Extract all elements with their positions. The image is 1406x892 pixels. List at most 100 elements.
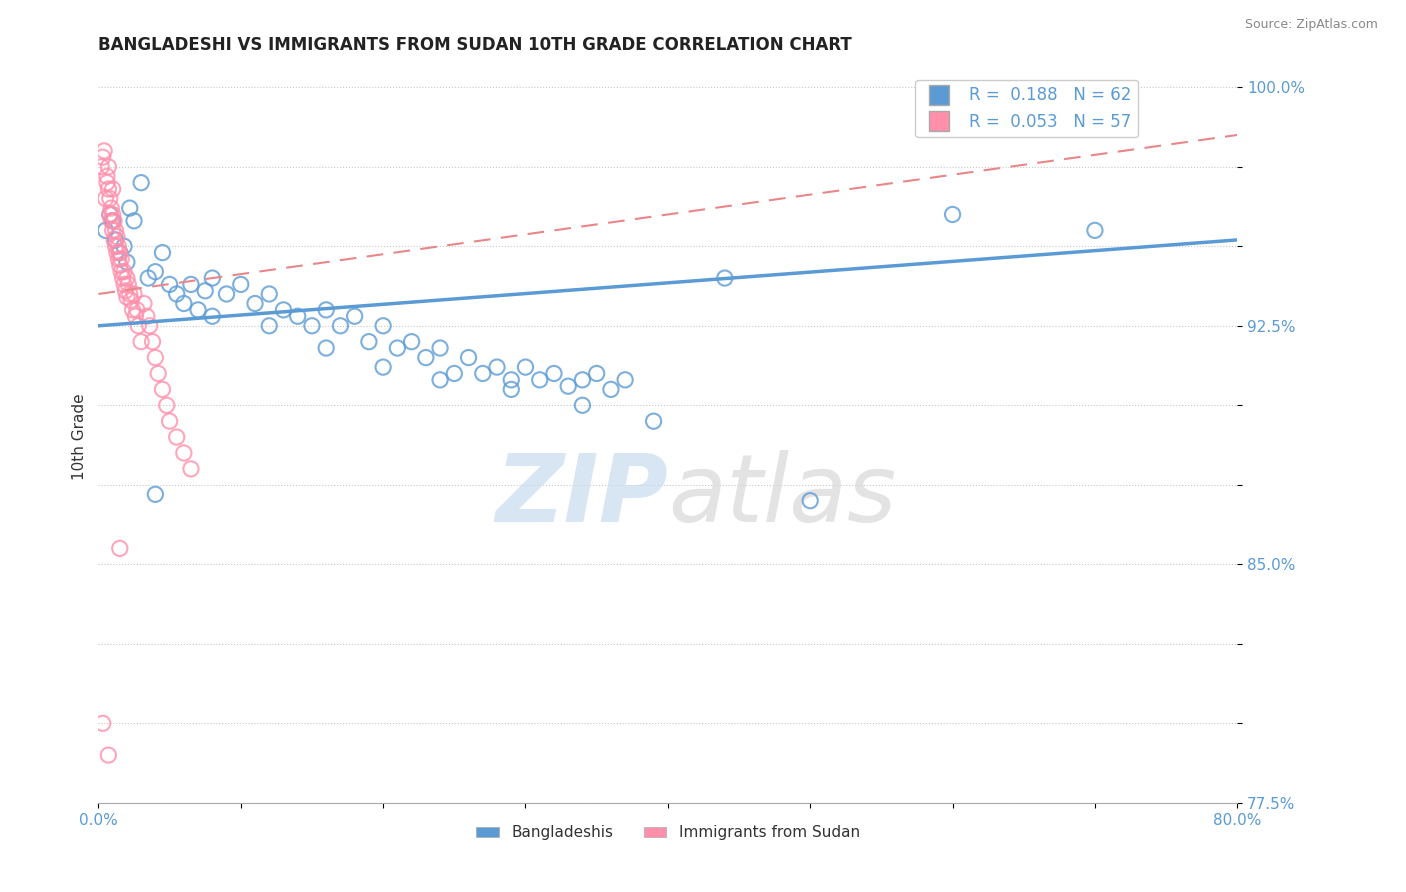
Point xyxy=(115,271,138,285)
Point xyxy=(259,287,281,301)
Point xyxy=(112,265,135,279)
Point xyxy=(429,373,451,387)
Point xyxy=(600,383,623,397)
Point xyxy=(104,239,127,253)
Point xyxy=(94,192,117,206)
Point xyxy=(571,398,593,412)
Point xyxy=(301,318,323,333)
Point xyxy=(159,277,181,292)
Point xyxy=(93,144,115,158)
Point xyxy=(315,341,337,355)
Point xyxy=(100,214,122,228)
Point xyxy=(135,310,157,324)
Point xyxy=(194,284,217,298)
Point xyxy=(515,360,537,375)
Point xyxy=(100,201,122,215)
Point xyxy=(443,367,465,381)
Point xyxy=(166,430,188,444)
Point xyxy=(287,310,309,324)
Point xyxy=(97,182,120,196)
Point xyxy=(571,373,593,387)
Point xyxy=(125,302,148,317)
Point xyxy=(799,493,821,508)
Point xyxy=(187,302,209,317)
Point xyxy=(180,277,202,292)
Point xyxy=(136,271,159,285)
Point xyxy=(273,302,295,317)
Point xyxy=(259,318,281,333)
Point xyxy=(141,334,163,349)
Point xyxy=(108,245,131,260)
Point xyxy=(501,383,523,397)
Point xyxy=(201,310,224,324)
Point xyxy=(180,462,202,476)
Point xyxy=(387,341,409,355)
Point xyxy=(107,239,129,253)
Point xyxy=(96,169,118,184)
Point xyxy=(115,290,138,304)
Point xyxy=(112,239,135,253)
Point xyxy=(122,214,145,228)
Point xyxy=(614,373,637,387)
Point xyxy=(101,182,124,196)
Point xyxy=(148,367,170,381)
Point xyxy=(243,296,266,310)
Point xyxy=(101,214,124,228)
Point xyxy=(97,160,120,174)
Point xyxy=(120,293,142,308)
Point xyxy=(156,398,179,412)
Point xyxy=(315,302,337,317)
Point xyxy=(108,245,131,260)
Point xyxy=(529,373,551,387)
Point xyxy=(101,223,124,237)
Point xyxy=(112,277,135,292)
Point xyxy=(942,207,965,221)
Point xyxy=(124,310,146,324)
Point xyxy=(1084,223,1107,237)
Point xyxy=(97,748,120,763)
Point xyxy=(429,341,451,355)
Point xyxy=(98,207,121,221)
Point xyxy=(138,318,160,333)
Text: ZIP: ZIP xyxy=(495,450,668,541)
Point xyxy=(557,379,579,393)
Point xyxy=(108,258,131,272)
Point xyxy=(118,201,141,215)
Point xyxy=(166,287,188,301)
Point xyxy=(173,296,195,310)
Point xyxy=(98,192,121,206)
Point xyxy=(91,150,114,164)
Point xyxy=(201,271,224,285)
Text: Source: ZipAtlas.com: Source: ZipAtlas.com xyxy=(1244,18,1378,31)
Point xyxy=(145,487,167,501)
Point xyxy=(714,271,737,285)
Point xyxy=(173,446,195,460)
Point xyxy=(159,414,181,428)
Point xyxy=(585,367,607,381)
Point xyxy=(129,176,152,190)
Point xyxy=(486,360,509,375)
Point xyxy=(108,541,131,556)
Point xyxy=(114,284,136,298)
Point xyxy=(98,207,121,221)
Point xyxy=(329,318,352,333)
Point xyxy=(152,383,174,397)
Point xyxy=(145,351,167,365)
Point xyxy=(127,318,149,333)
Point xyxy=(110,265,132,279)
Text: BANGLADESHI VS IMMIGRANTS FROM SUDAN 10TH GRADE CORRELATION CHART: BANGLADESHI VS IMMIGRANTS FROM SUDAN 10T… xyxy=(98,36,852,54)
Point xyxy=(501,373,523,387)
Point xyxy=(471,367,494,381)
Point xyxy=(103,214,125,228)
Point xyxy=(415,351,437,365)
Point xyxy=(104,223,127,237)
Legend: Bangladeshis, Immigrants from Sudan: Bangladeshis, Immigrants from Sudan xyxy=(470,819,866,847)
Y-axis label: 10th Grade: 10th Grade xyxy=(72,393,87,481)
Point xyxy=(90,160,112,174)
Point xyxy=(643,414,665,428)
Point xyxy=(152,245,174,260)
Point xyxy=(132,296,155,310)
Point xyxy=(104,233,127,247)
Point xyxy=(111,271,134,285)
Point xyxy=(401,334,423,349)
